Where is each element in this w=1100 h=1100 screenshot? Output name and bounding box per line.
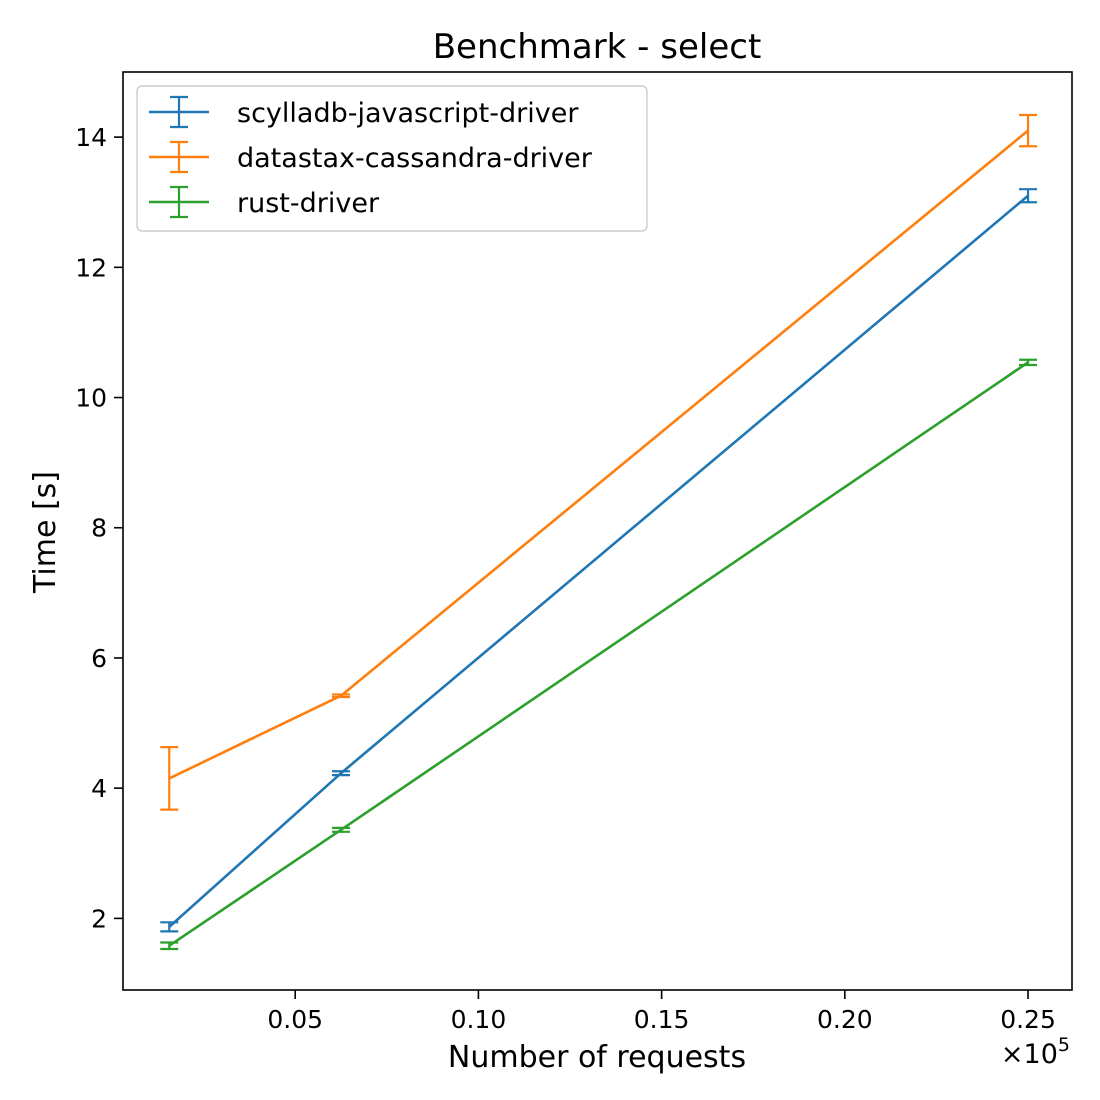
series-line-3 — [168, 361, 1029, 947]
y-tick-label: 4 — [91, 774, 107, 803]
plot-frame — [122, 71, 1073, 991]
x-tick-label: 0.20 — [817, 1005, 873, 1034]
x-axis-offset-base: ×10 — [1001, 1039, 1058, 1070]
legend-label: rust-driver — [237, 188, 380, 219]
x-tick-label: 0.25 — [1000, 1005, 1056, 1034]
y-tick-label: 14 — [75, 123, 107, 152]
legend-label: scylladb-javascript-driver — [237, 98, 579, 129]
x-tick-label: 0.05 — [267, 1005, 323, 1034]
plot-area: 0.05 0.10 0.15 0.20 0.25 2 4 6 8 10 12 14 — [75, 71, 1073, 1034]
x-tick-label: 0.15 — [634, 1005, 690, 1034]
y-tick-label: 2 — [91, 904, 107, 933]
y-tick-label: 12 — [75, 253, 107, 282]
chart-title: Benchmark - select — [433, 27, 762, 67]
series-line-1 — [168, 194, 1029, 928]
legend-label: datastax-cassandra-driver — [237, 143, 593, 174]
x-axis-offset-exponent: 5 — [1058, 1034, 1070, 1056]
legend-box — [136, 85, 648, 232]
legend: scylladb-javascript-driver datastax-cassa… — [136, 85, 648, 232]
y-tick-label: 10 — [75, 384, 107, 413]
y-tick-label: 6 — [91, 644, 107, 673]
y-axis-label: Time [s] — [28, 471, 63, 594]
y-tick-label: 8 — [91, 514, 107, 543]
x-tick-label: 0.10 — [451, 1005, 507, 1034]
x-axis-label: Number of requests — [448, 1040, 746, 1075]
x-axis-offset-text: ×105 — [1001, 1034, 1070, 1070]
